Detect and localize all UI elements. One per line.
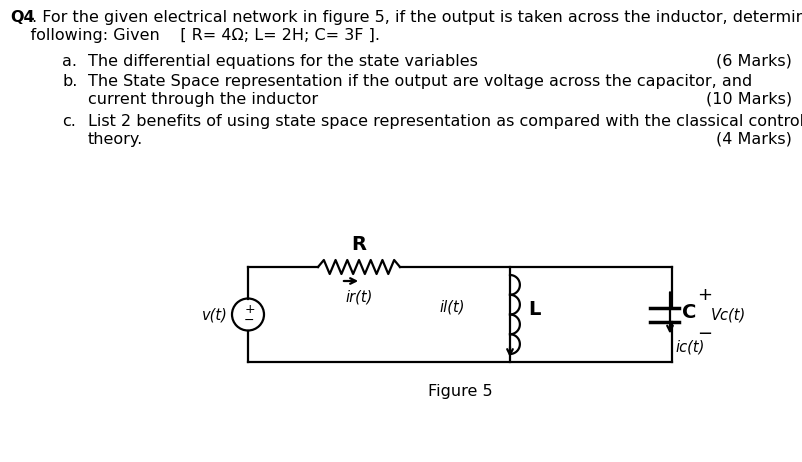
Text: il(t): il(t): [439, 299, 465, 314]
Text: +: +: [245, 303, 255, 316]
Text: Vc(t): Vc(t): [711, 307, 747, 322]
Text: b.: b.: [62, 74, 77, 89]
Text: current through the inductor: current through the inductor: [88, 92, 318, 107]
Text: C: C: [683, 303, 697, 322]
Text: −: −: [244, 314, 254, 327]
Text: The State Space representation if the output are voltage across the capacitor, a: The State Space representation if the ou…: [88, 74, 752, 89]
Text: theory.: theory.: [88, 132, 144, 147]
Text: Q4: Q4: [10, 10, 34, 25]
Text: The differential equations for the state variables: The differential equations for the state…: [88, 54, 478, 69]
Text: . For the given electrical network in figure 5, if the output is taken across th: . For the given electrical network in fi…: [32, 10, 802, 25]
Text: List 2 benefits of using state space representation as compared with the classic: List 2 benefits of using state space rep…: [88, 114, 802, 129]
Text: ic(t): ic(t): [675, 340, 704, 354]
Text: (6 Marks): (6 Marks): [716, 54, 792, 69]
Text: following: Given    [ R= 4Ω; L= 2H; C= 3F ].: following: Given [ R= 4Ω; L= 2H; C= 3F ]…: [10, 28, 380, 43]
Text: (4 Marks): (4 Marks): [716, 132, 792, 147]
Text: R: R: [351, 235, 367, 254]
Text: −: −: [697, 324, 712, 342]
Text: v(t): v(t): [202, 307, 228, 322]
Text: Figure 5: Figure 5: [427, 384, 492, 399]
Text: +: +: [697, 286, 712, 304]
Text: a.: a.: [62, 54, 77, 69]
Text: L: L: [528, 300, 541, 319]
Text: (10 Marks): (10 Marks): [706, 92, 792, 107]
Text: c.: c.: [62, 114, 76, 129]
Text: ir(t): ir(t): [345, 289, 372, 304]
